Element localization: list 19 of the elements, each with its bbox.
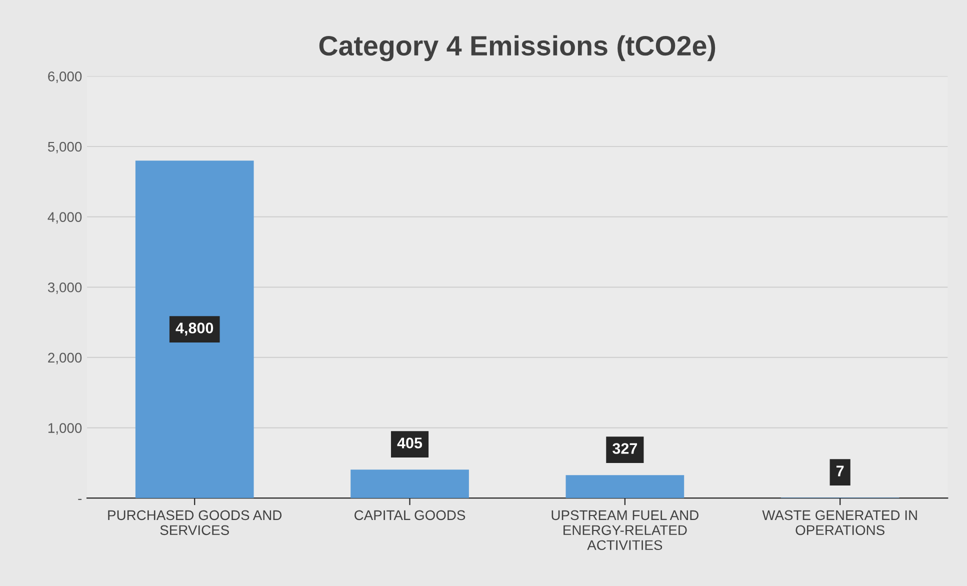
y-tick-label: 4,000 [48,212,82,224]
y-tick-label: 3,000 [48,282,82,294]
chart-title: Category 4 Emissions (tCO2e) [319,35,716,62]
x-tick-label: CAPITAL GOODS [354,510,466,520]
x-tick-label: UPSTREAM FUEL AND ENERGY-RELATED ACTIVITIES [552,510,698,550]
y-tick-label: 6,000 [48,72,82,83]
data-label: 4,800 [176,322,214,336]
y-tick-label: - [78,498,82,500]
y-tick-label: 5,000 [48,142,82,154]
x-tick-label: PURCHASED GOODS AND SERVICES [108,510,282,536]
data-label: 405 [397,438,422,448]
y-tick-label: 1,000 [48,423,82,435]
bar [350,470,469,498]
data-label: 7 [836,466,844,476]
y-tick-label: 2,000 [48,352,82,364]
bar [135,160,254,498]
data-label: 327 [612,443,637,454]
x-tick-label: WASTE GENERATED IN OPERATIONS [762,510,917,536]
bar [566,475,684,498]
